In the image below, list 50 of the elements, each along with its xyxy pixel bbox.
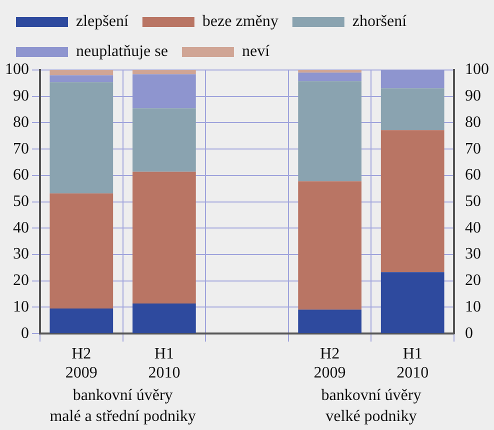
bar — [132, 304, 196, 334]
legend-label: beze změny — [202, 13, 278, 30]
y-tick-label: 80 — [13, 114, 29, 131]
bar — [380, 130, 444, 272]
y2-tick-label: 60 — [465, 166, 481, 184]
bar — [50, 70, 114, 76]
y-tick-label: 100 — [5, 61, 29, 78]
y-tick-label: 50 — [13, 193, 29, 210]
bar — [50, 82, 114, 194]
bar — [380, 272, 444, 334]
bar — [380, 70, 444, 88]
y-tick-label: 20 — [13, 272, 29, 290]
bar — [380, 88, 444, 130]
bar — [132, 70, 196, 74]
x-tick-label: H1 2010 — [148, 345, 180, 382]
text: bankovní úvěry malé a střední podniky — [50, 387, 196, 426]
y-tick-label: 0 — [21, 324, 29, 342]
bar — [132, 172, 196, 304]
y2-tick-label: 40 — [465, 219, 481, 236]
legend-label: zhoršení — [352, 13, 408, 30]
bar — [298, 81, 362, 182]
bar — [132, 108, 196, 172]
bar — [50, 193, 114, 309]
y-tick-label: 40 — [13, 219, 29, 236]
y-tick-label: 60 — [13, 166, 29, 184]
y2-tick-label: 30 — [465, 246, 481, 263]
legend-label: neuplatňuje se — [76, 43, 168, 60]
legend-label: neví — [242, 43, 270, 60]
y2-tick-label: 80 — [465, 114, 481, 131]
y2-tick-label: 10 — [465, 298, 481, 316]
y2-tick-label: 20 — [465, 272, 481, 290]
text: bankovní úvěry velké podniky — [321, 387, 422, 426]
bar — [298, 72, 362, 82]
bar — [298, 70, 362, 73]
y2-tick-label: 100 — [465, 61, 489, 78]
y-tick-label: 90 — [13, 88, 29, 105]
y2-tick-label: 0 — [465, 324, 473, 342]
y2-tick-label: 70 — [465, 140, 481, 158]
y-tick-label: 30 — [13, 246, 29, 263]
y-tick-label: 10 — [13, 298, 29, 316]
bar — [132, 74, 196, 108]
y-tick-label: 70 — [13, 140, 29, 158]
y2-tick-label: 50 — [465, 193, 481, 210]
bar — [298, 181, 362, 310]
bar — [298, 310, 362, 334]
bar — [50, 308, 114, 334]
legend-label: zlepšení — [76, 13, 129, 30]
y2-tick-label: 90 — [465, 88, 481, 105]
bar — [50, 75, 114, 82]
x-tick-label: H1 2010 — [396, 345, 429, 382]
